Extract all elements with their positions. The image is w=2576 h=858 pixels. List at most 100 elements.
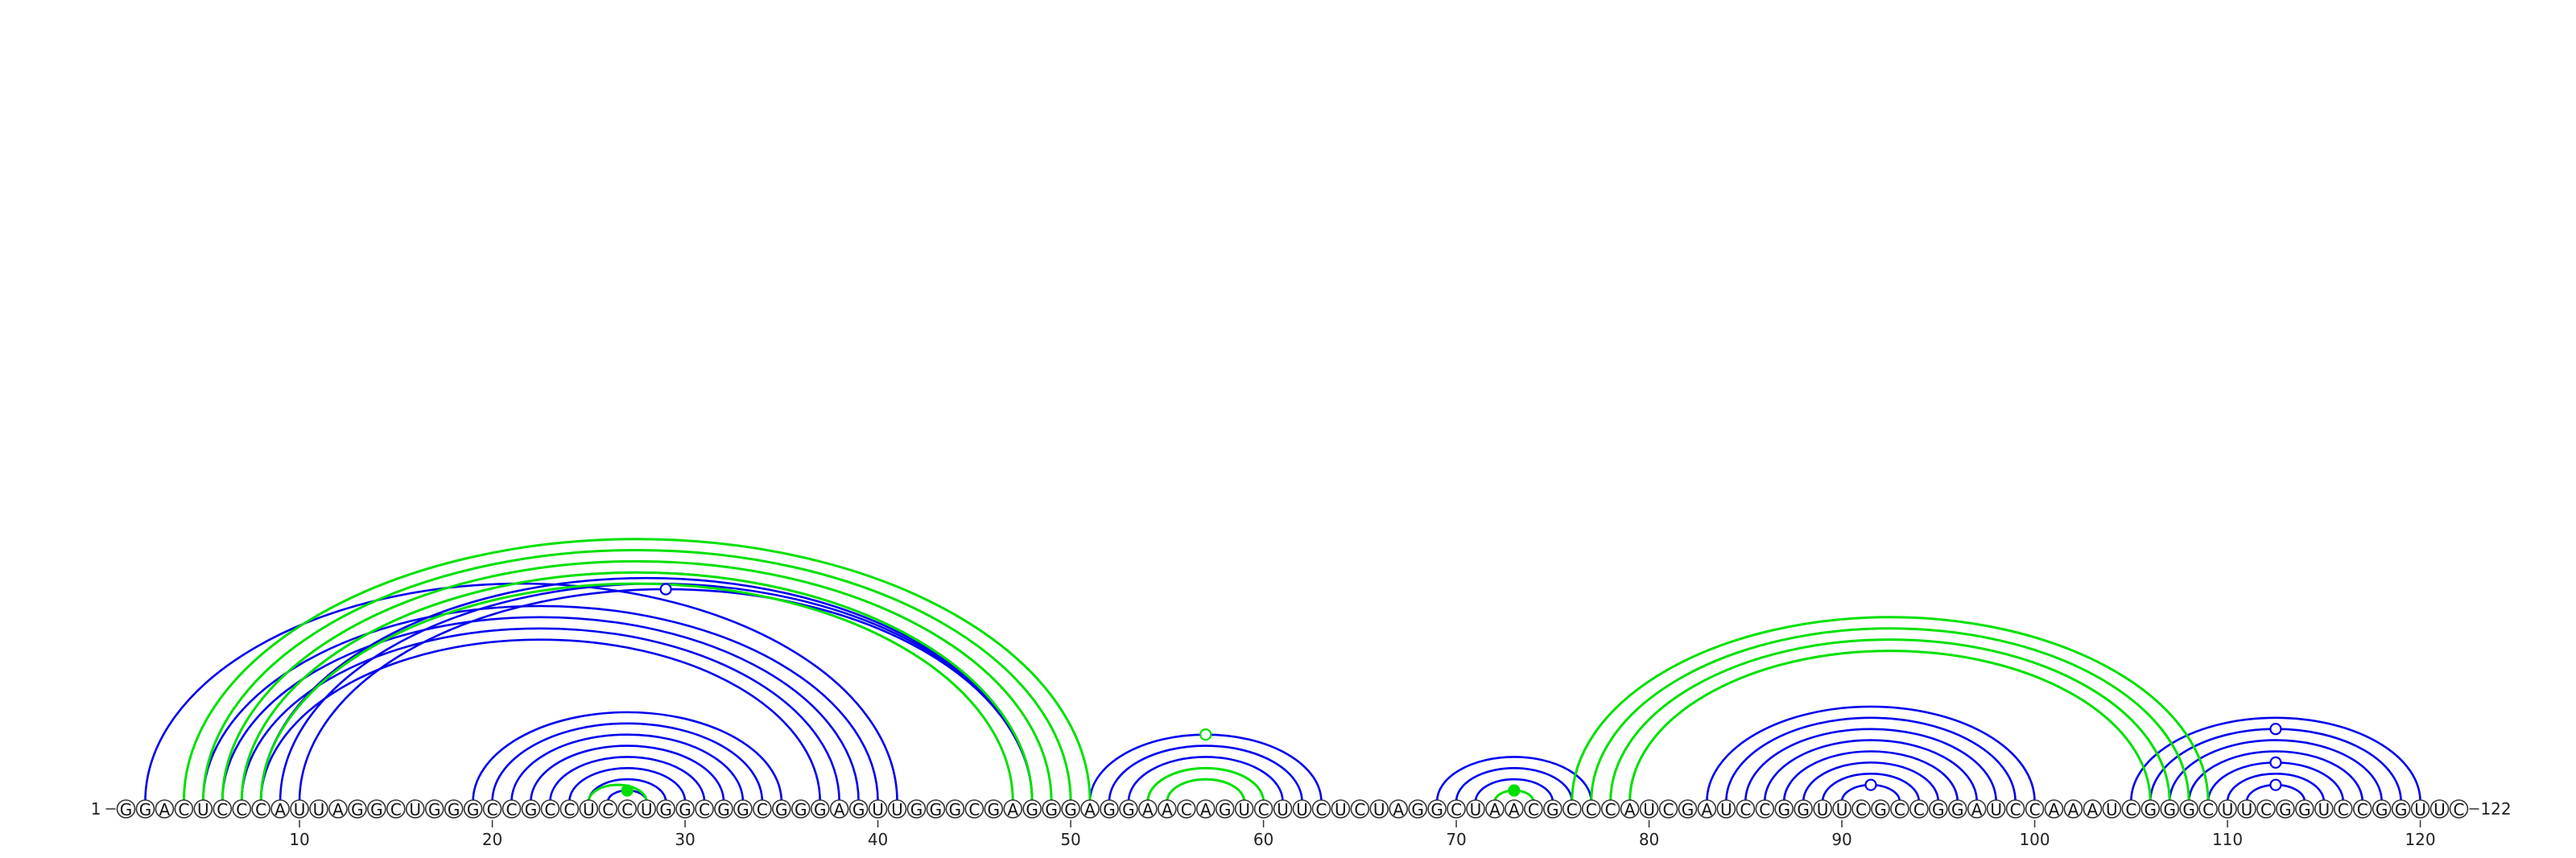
nucleotide-circle <box>1832 799 1852 819</box>
nucleotide-circle <box>1331 799 1351 819</box>
nucleotide-letter: C <box>1315 800 1327 819</box>
nucleotide-letter: G <box>1430 800 1443 819</box>
nucleotide-letter: G <box>1797 800 1810 819</box>
nucleotide-letter: A <box>2049 800 2060 819</box>
nucleotide-letter: G <box>1064 800 1077 819</box>
base-pair-arc <box>1744 728 1997 802</box>
base-pair-arc <box>568 767 687 802</box>
position-tick-label: 30 <box>675 830 695 849</box>
base-pair-arc <box>259 582 1014 802</box>
nucleotide-letter: C <box>1759 800 1770 819</box>
nucleotide-circle <box>328 799 348 819</box>
base-pair-arc <box>144 582 898 802</box>
nucleotide-letter: C <box>487 800 498 819</box>
nucleotide-letter: C <box>2453 800 2464 819</box>
base-pair-arc <box>1821 772 1921 802</box>
end-position-label: 122 <box>2480 799 2511 819</box>
nucleotide-letter: C <box>2357 800 2368 819</box>
nucleotide-letter: U <box>1720 800 1732 819</box>
nucleotide-circle <box>2140 799 2161 819</box>
nucleotide-circle <box>386 799 406 819</box>
nucleotide-circle <box>2063 799 2083 819</box>
nucleotide-circle <box>1929 799 1948 819</box>
nucleotide-circle <box>1369 799 1389 819</box>
nucleotide-circle <box>637 799 656 819</box>
nucleotide-circle <box>1736 799 1756 819</box>
nucleotide-letter: G <box>910 800 923 819</box>
nucleotide-letter: U <box>197 800 209 819</box>
nucleotide-letter: G <box>1874 800 1887 819</box>
nucleotide-letter: C <box>1856 800 1867 819</box>
nucleotide-circle <box>1524 799 1543 819</box>
nucleotide-circle <box>868 799 888 819</box>
nucleotide-circle <box>270 799 290 819</box>
nucleotide-circle <box>1485 799 1505 819</box>
nucleotide-letter: G <box>930 800 943 819</box>
nucleotide-letter: C <box>255 800 266 819</box>
nucleotide-letter: G <box>659 800 672 819</box>
nucleotide-letter: G <box>2395 800 2408 819</box>
base-pair-arc <box>2168 739 2383 802</box>
nucleotide-letter: C <box>2029 800 2041 819</box>
nucleotide-letter: U <box>2414 800 2426 819</box>
nucleotide-letter: U <box>313 800 325 819</box>
nucleotide-letter: U <box>891 800 903 819</box>
nucleotide-circle <box>1794 799 1813 819</box>
nucleotide-circle <box>2237 799 2256 819</box>
pair-marker <box>2269 723 2282 736</box>
pair-markers <box>621 583 2282 797</box>
nucleotide-letter: G <box>717 800 730 819</box>
nucleotide-circle <box>116 799 136 819</box>
base-pair-arc <box>259 638 821 802</box>
nucleotide-letter: G <box>2279 800 2292 819</box>
nucleotide-circle <box>135 799 155 819</box>
pair-marker <box>2269 756 2282 769</box>
nucleotide-letter: A <box>1702 800 1713 819</box>
base-pair-arc <box>1763 739 1978 802</box>
nucleotide-letter: U <box>2106 800 2118 819</box>
nucleotide-letter: A <box>332 800 344 819</box>
nucleotide-letter: C <box>544 800 555 819</box>
base-pair-arc <box>2226 772 2326 802</box>
nucleotide-circle <box>771 799 791 819</box>
nucleotide-circle <box>1678 799 1698 819</box>
nucleotide-letter: C <box>2260 800 2272 819</box>
nucleotide-circle <box>753 799 772 819</box>
nucleotide-circle <box>733 799 753 819</box>
position-tick-label: 60 <box>1253 830 1274 849</box>
nucleotide-letter: C <box>2338 800 2349 819</box>
nucleotide-circle <box>2276 799 2295 819</box>
base-pair-arc <box>1455 767 1574 802</box>
base-pair-arc <box>549 756 706 802</box>
base-pair-arc <box>202 604 879 802</box>
nucleotide-circle <box>1852 799 1871 819</box>
nucleotide-letter: G <box>814 800 827 819</box>
nucleotide-letter: G <box>1932 800 1945 819</box>
nucleotide-letter: G <box>1682 800 1695 819</box>
nucleotide-circle <box>1022 799 1042 819</box>
nucleotide-circle <box>213 799 233 819</box>
nucleotide-circle <box>2256 799 2276 819</box>
nucleotide-circle <box>2198 799 2218 819</box>
base-pair-arc <box>1435 756 1592 802</box>
nucleotide-letter: G <box>795 800 807 819</box>
nucleotide-letter: A <box>2087 800 2099 819</box>
position-tick-label: 100 <box>2019 830 2050 849</box>
nucleotide-letter: G <box>679 800 691 819</box>
base-pair-arc <box>1474 778 1554 802</box>
pair-marker <box>1864 778 1877 791</box>
nucleotide-circle <box>1986 799 2006 819</box>
pair-marker <box>659 583 672 596</box>
nucleotide-circle <box>232 799 252 819</box>
nucleotide-letter: C <box>390 800 402 819</box>
base-pair-arc <box>1146 766 1265 802</box>
base-pair-arc <box>510 733 745 802</box>
position-tick-label: 20 <box>482 830 502 849</box>
nucleotide-circle <box>1967 799 1987 819</box>
nucleotide-circle <box>1061 799 1080 819</box>
nucleotide-circle <box>2218 799 2237 819</box>
base-pair-arc <box>530 745 725 802</box>
nucleotide-circle <box>579 799 599 819</box>
